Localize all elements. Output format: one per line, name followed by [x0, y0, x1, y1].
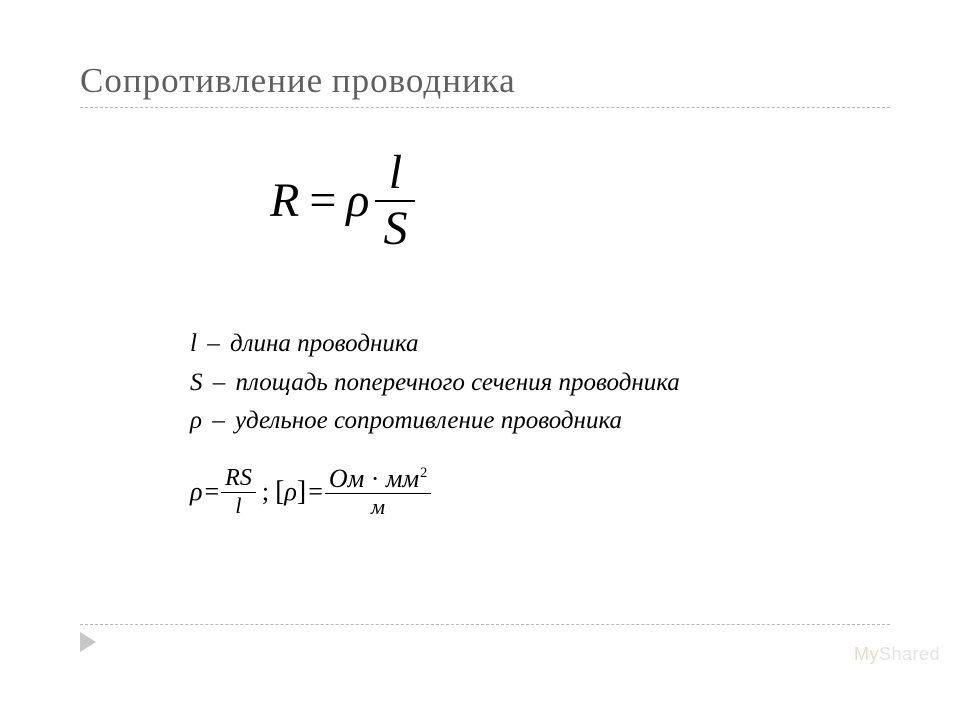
definition-row: l – длина проводника [190, 325, 890, 364]
slide: Сопротивление проводника R = ρ l S l – д… [0, 0, 960, 720]
equals-sign: = [308, 477, 323, 507]
equals-sign: = [204, 477, 219, 507]
definitions-list: l – длина проводника S – площадь попереч… [190, 325, 890, 441]
def-symbol: S [190, 369, 203, 396]
units-rho2: ρ [284, 477, 296, 507]
frac2-exp: 2 [420, 465, 427, 481]
frac2-num: Ом · мм2 [325, 465, 431, 492]
def-symbol: ρ [190, 407, 202, 434]
units-frac2: Ом · мм2 м [325, 465, 431, 518]
def-dash: – [213, 369, 226, 396]
units-frac1: RS l [221, 466, 256, 517]
content-area: R = ρ l S l – длина проводника S – площа… [80, 108, 890, 518]
watermark: MyShared [854, 644, 940, 665]
units-formula: ρ = RS l ; [ ρ ] = Ом · мм2 м [190, 465, 890, 518]
semicolon: ; [262, 477, 269, 507]
def-text: удельное сопротивление проводника [235, 407, 622, 434]
frac1-den: l [231, 494, 245, 517]
frac1-num: RS [221, 466, 256, 491]
fraction-numerator: l [381, 148, 410, 198]
definition-row: S – площадь поперечного сечения проводни… [190, 364, 890, 403]
formula-lhs: R [270, 177, 299, 225]
def-symbol: l [190, 330, 197, 357]
def-dash: – [207, 330, 220, 357]
frac2-ohm: Ом [329, 464, 364, 493]
cdot: · [371, 464, 380, 493]
def-text: площадь поперечного сечения проводника [236, 369, 680, 396]
equals-sign: = [309, 177, 336, 225]
frac2-mm: мм [386, 464, 419, 493]
main-formula: R = ρ l S [270, 148, 890, 255]
slide-title: Сопротивление проводника [80, 60, 890, 101]
fraction-denominator: S [375, 204, 415, 254]
frac2-den: м [367, 495, 389, 518]
def-dash: – [212, 407, 225, 434]
bracket-right: ] [297, 476, 306, 508]
definition-row: ρ – удельное сопротивление проводника [190, 402, 890, 441]
watermark-shared: Shared [879, 644, 940, 664]
units-rho: ρ [190, 477, 202, 507]
bracket-left: [ [275, 476, 284, 508]
watermark-my: My [854, 644, 879, 664]
def-text: длина проводника [230, 330, 419, 357]
formula-fraction: l S [375, 148, 415, 255]
divider-bottom [80, 624, 890, 625]
formula-rho: ρ [346, 177, 369, 225]
chevron-icon [80, 632, 96, 652]
